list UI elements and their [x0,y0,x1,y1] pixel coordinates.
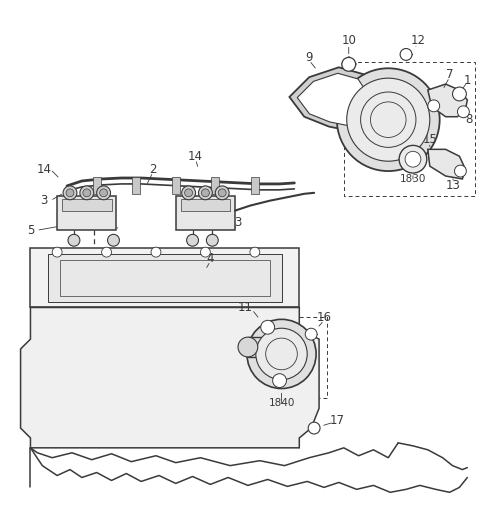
Polygon shape [132,177,140,194]
Text: 9: 9 [305,51,313,64]
Text: 14: 14 [188,150,203,163]
Text: 14: 14 [37,163,52,176]
Circle shape [185,189,192,197]
Text: 11: 11 [238,301,252,314]
Circle shape [199,186,212,200]
Circle shape [455,165,467,177]
Circle shape [457,106,469,118]
Circle shape [187,235,199,246]
Polygon shape [62,199,111,210]
Circle shape [399,145,427,173]
Text: 6: 6 [106,219,113,232]
Text: 1830: 1830 [400,174,426,184]
Text: 4: 4 [206,251,214,265]
Polygon shape [297,73,370,126]
Text: 7: 7 [446,68,453,80]
Circle shape [305,328,317,340]
Text: 8: 8 [466,113,473,126]
Circle shape [218,189,226,197]
Circle shape [405,151,421,167]
Polygon shape [48,254,281,301]
Polygon shape [428,84,468,117]
Circle shape [80,186,94,200]
Circle shape [201,247,210,257]
Polygon shape [251,177,259,194]
Polygon shape [248,337,272,357]
Circle shape [250,247,260,257]
Text: 5: 5 [27,224,34,237]
Circle shape [100,189,108,197]
Circle shape [428,100,440,112]
Circle shape [66,189,74,197]
Circle shape [182,186,195,200]
Text: 2: 2 [149,163,157,176]
Polygon shape [57,196,117,230]
Circle shape [108,235,120,246]
Circle shape [261,320,275,334]
Text: 17: 17 [329,413,344,427]
Circle shape [216,186,229,200]
Polygon shape [30,248,300,308]
Text: 15: 15 [422,133,437,146]
Circle shape [102,247,111,257]
Circle shape [63,186,77,200]
Circle shape [337,68,440,171]
Text: 3: 3 [234,216,242,229]
Circle shape [206,235,218,246]
Polygon shape [180,199,230,210]
Circle shape [273,373,287,388]
Circle shape [400,48,412,60]
Polygon shape [428,149,466,179]
Circle shape [238,337,258,357]
Text: 10: 10 [341,34,356,47]
Circle shape [83,189,91,197]
Polygon shape [21,308,319,448]
Circle shape [256,328,307,380]
Polygon shape [289,67,378,132]
Circle shape [308,422,320,434]
Text: 13: 13 [446,179,461,193]
Polygon shape [172,177,180,194]
Text: 12: 12 [410,34,425,47]
Circle shape [202,189,209,197]
Polygon shape [176,196,235,230]
Circle shape [347,78,430,161]
Text: 3: 3 [41,194,48,207]
Polygon shape [211,177,219,194]
Text: 16: 16 [316,311,332,324]
Circle shape [96,186,110,200]
Circle shape [68,235,80,246]
Circle shape [151,247,161,257]
Text: 1: 1 [464,74,471,87]
Text: 1840: 1840 [268,398,295,408]
Circle shape [342,57,356,71]
Circle shape [247,319,316,389]
Polygon shape [93,177,101,194]
Circle shape [52,247,62,257]
Circle shape [453,87,467,101]
